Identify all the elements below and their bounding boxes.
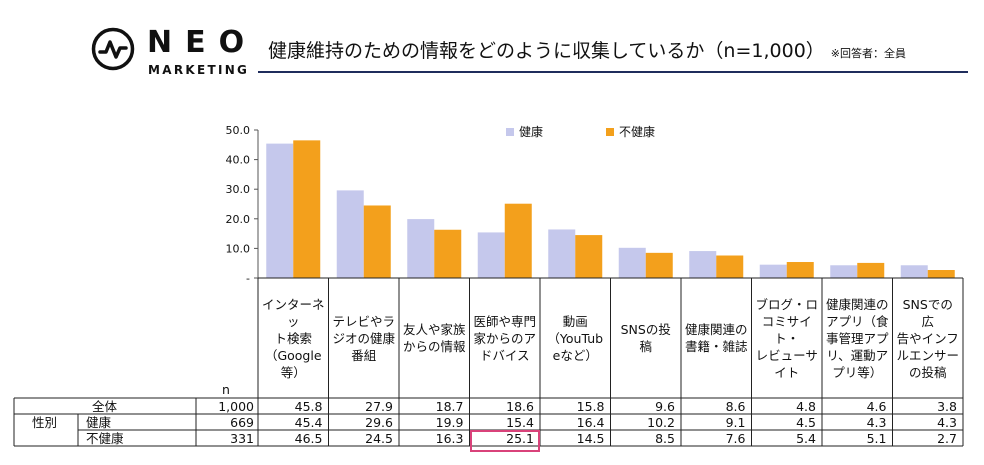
table-cell: 15.4 [506, 415, 534, 430]
row-n: 669 [230, 415, 254, 430]
table-cell: 27.9 [365, 399, 393, 414]
bar-unhealthy [927, 270, 955, 278]
n-header: n [222, 382, 230, 397]
bar-unhealthy [857, 262, 885, 278]
bar-unhealthy [293, 140, 321, 278]
y-tick-label: 40.0 [226, 154, 251, 167]
legend-label-healthy: 健康 [519, 125, 544, 139]
table-cell: 24.5 [365, 431, 393, 446]
table-cell: 4.5 [796, 415, 816, 430]
table-cell: 4.6 [866, 399, 887, 414]
bar-unhealthy [716, 255, 744, 278]
category-label: 友人や家族 からの情報 [403, 322, 466, 354]
category-label: インターネッ ト検索 （Google 等） [262, 296, 325, 380]
bar-healthy [830, 265, 858, 278]
y-tick-label: 10.0 [226, 242, 251, 255]
table-cell: 45.8 [294, 399, 323, 414]
bar-healthy [336, 190, 364, 278]
table-cell: 4.3 [937, 415, 957, 430]
table-cell: 18.6 [506, 399, 534, 414]
bar-healthy [548, 229, 576, 278]
bar-healthy [689, 251, 717, 278]
table-cell: 4.8 [796, 399, 816, 414]
table-cell: 10.2 [647, 415, 675, 430]
table-cell: 9.1 [725, 415, 746, 430]
table-cell: 5.4 [796, 431, 816, 446]
neo-marketing-logo: NEO MARKETING [91, 25, 331, 81]
legend-item-healthy: 健康 [506, 125, 543, 139]
table-cell: 5.1 [866, 431, 887, 446]
row-group-label: 性別 [32, 415, 58, 430]
table-cell: 2.7 [937, 431, 957, 446]
row-n: 1,000 [218, 399, 254, 414]
category-label: 健康関連の アプリ（食 事管理アプ リ、運動ア プリ等） [826, 296, 889, 380]
table-cell: 14.5 [576, 431, 605, 446]
table-cell: 8.5 [655, 431, 675, 446]
bar-unhealthy [434, 229, 462, 278]
table-cell: 16.4 [576, 415, 605, 430]
table-cell: 45.4 [294, 415, 323, 430]
bar-unhealthy [575, 235, 603, 278]
bar-healthy [618, 247, 646, 278]
legend-label-unhealthy: 不健康 [619, 125, 656, 139]
table-cell: 46.5 [294, 431, 323, 446]
title-note: ※回答者：全員 [830, 47, 907, 60]
table-cell: 3.8 [937, 399, 957, 414]
title-text: 健康維持のための情報をどのように収集しているか（n=1,000） [268, 40, 825, 62]
category-label: 医師や専門 家からのア ドバイス [473, 313, 537, 363]
row-label: 全体 [92, 399, 118, 414]
y-tick-label: 50.0 [226, 124, 251, 137]
y-tick-label: - [246, 272, 250, 285]
title-underline [258, 71, 968, 73]
bar-healthy [266, 143, 294, 278]
table-cell: 9.6 [655, 399, 675, 414]
bar-unhealthy [786, 262, 814, 278]
category-label: SNSの投稿 [620, 322, 671, 354]
table-cell: 4.3 [866, 415, 887, 430]
table-cell: 15.8 [576, 399, 605, 414]
page-title: 健康維持のための情報をどのように収集しているか（n=1,000） ※回答者：全員 [268, 38, 906, 67]
category-label: SNSでの広 告やインフ ルエンサー の投稿 [896, 296, 960, 380]
table-cell: 16.3 [435, 431, 464, 446]
bar-unhealthy [363, 205, 391, 278]
bar-unhealthy [645, 252, 673, 278]
row-n: 331 [230, 431, 254, 446]
row-label: 不健康 [86, 431, 124, 446]
logo-pulse-icon [91, 27, 135, 71]
table-cell: 8.6 [725, 399, 746, 414]
table-cell: 7.6 [725, 431, 746, 446]
category-label: ブログ・ロ コミサイト・ レビューサ イト [755, 296, 819, 380]
bar-healthy [900, 265, 928, 278]
bar-healthy [477, 232, 505, 278]
y-tick-label: 20.0 [226, 213, 251, 226]
table-cell: 25.1 [506, 431, 534, 446]
legend-item-unhealthy: 不健康 [606, 125, 655, 139]
bar-healthy [759, 264, 787, 278]
highlight-box [469, 430, 540, 452]
table-cell: 29.6 [365, 415, 393, 430]
category-label: 健康関連の 書籍・雑誌 [685, 322, 748, 354]
legend-swatch-unhealthy [606, 128, 614, 136]
brand-name: NEO [147, 25, 258, 60]
bar-unhealthy [504, 203, 532, 278]
y-tick-label: 30.0 [226, 183, 251, 196]
brand-sub: MARKETING [148, 63, 250, 77]
row-label: 健康 [86, 415, 112, 430]
table-cell: 19.9 [435, 415, 464, 430]
table-cell: 18.7 [435, 399, 464, 414]
bar-healthy [407, 219, 435, 278]
legend-swatch-healthy [506, 128, 514, 136]
category-label: テレビやラ ジオの健康 番組 [332, 313, 396, 363]
category-label: 動画 （YouTub eなど） [547, 313, 604, 363]
